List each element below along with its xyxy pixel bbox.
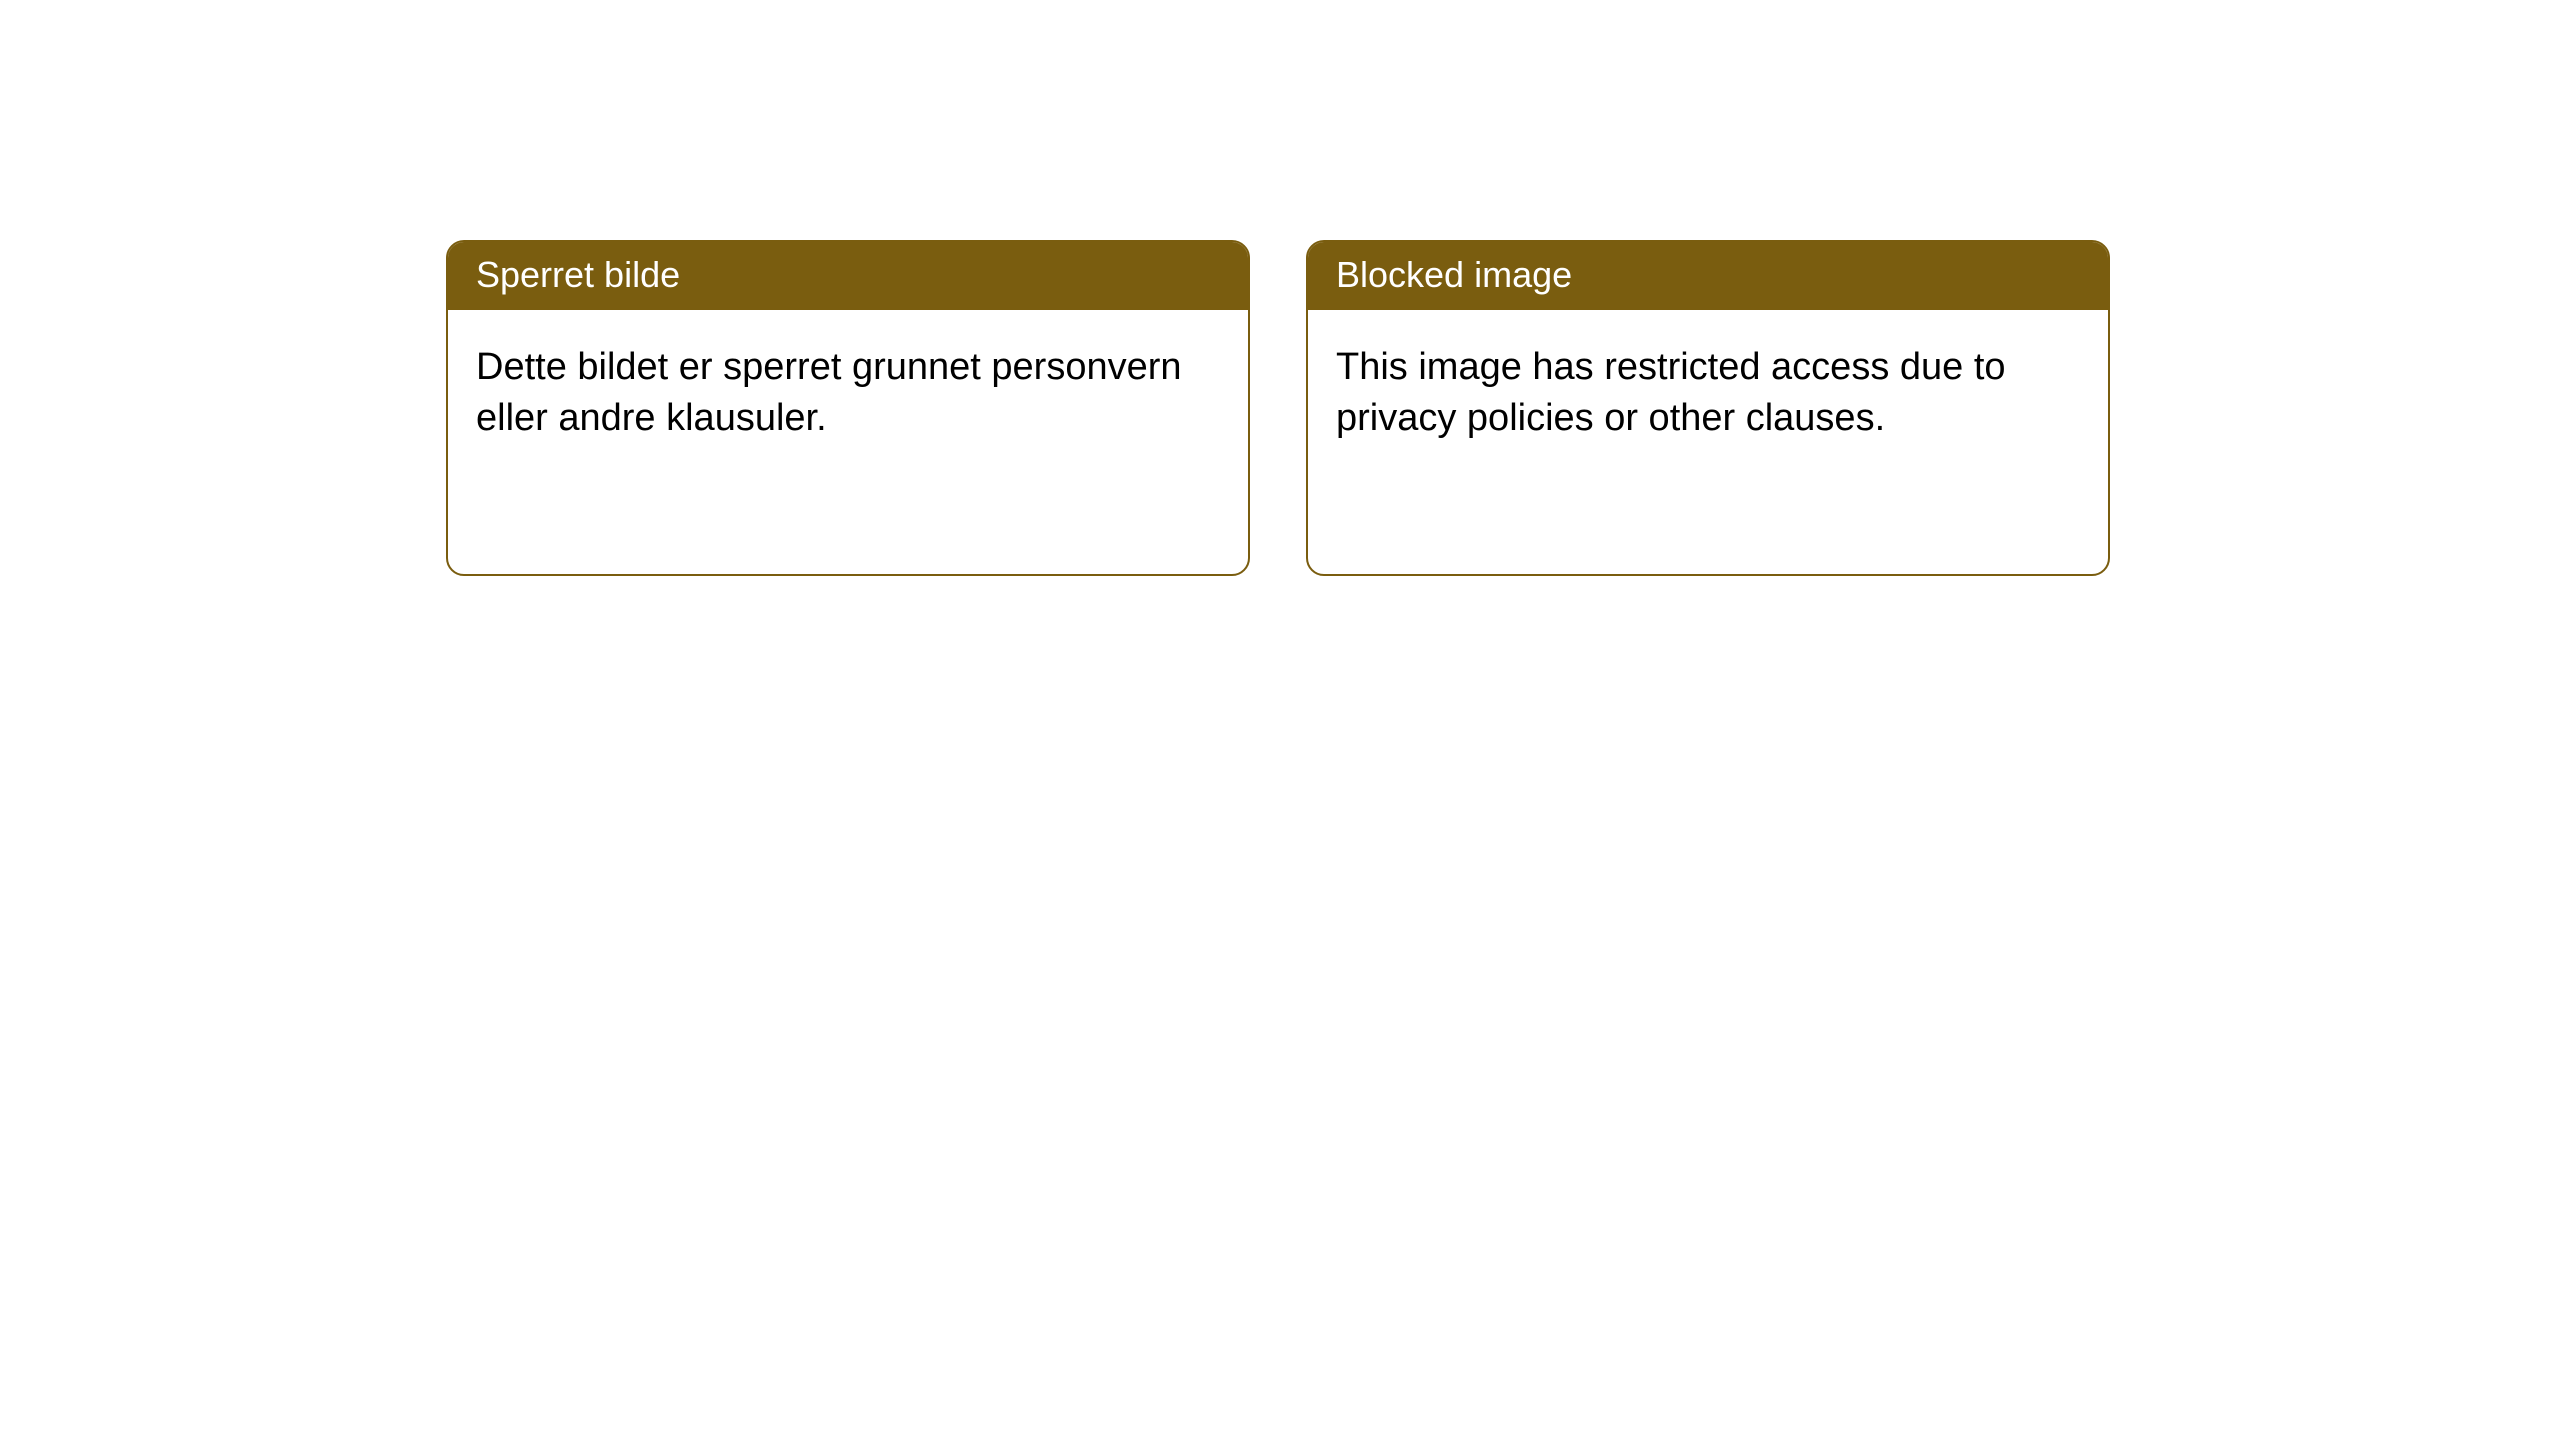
notice-title: Sperret bilde bbox=[476, 254, 680, 295]
notice-card-body: This image has restricted access due to … bbox=[1308, 310, 2108, 477]
notice-card-norwegian: Sperret bilde Dette bildet er sperret gr… bbox=[446, 240, 1250, 576]
notice-container: Sperret bilde Dette bildet er sperret gr… bbox=[0, 0, 2560, 576]
notice-message: This image has restricted access due to … bbox=[1336, 346, 2006, 439]
notice-title: Blocked image bbox=[1336, 254, 1572, 295]
notice-card-header: Blocked image bbox=[1308, 242, 2108, 310]
notice-card-header: Sperret bilde bbox=[448, 242, 1248, 310]
notice-card-body: Dette bildet er sperret grunnet personve… bbox=[448, 310, 1248, 477]
notice-message: Dette bildet er sperret grunnet personve… bbox=[476, 346, 1182, 439]
notice-card-english: Blocked image This image has restricted … bbox=[1306, 240, 2110, 576]
